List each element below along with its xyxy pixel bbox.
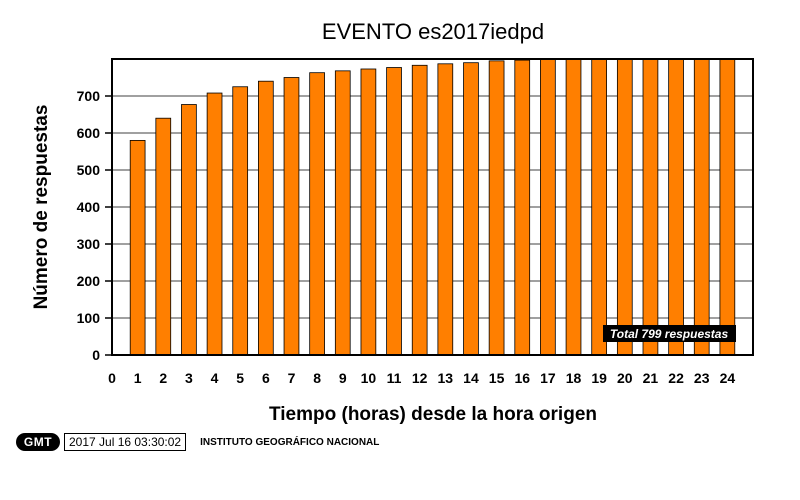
x-tick-label: 0 [108,370,116,386]
bar [719,58,736,356]
x-tick-label: 15 [489,370,505,386]
x-tick-label: 3 [185,370,193,386]
bar [411,64,428,356]
bar [616,58,633,356]
bar [309,72,325,356]
bar [283,77,300,356]
x-tick-label: 7 [288,370,296,386]
bar [488,60,505,356]
institute-name: INSTITUTO GEOGRÁFICO NACIONAL [200,436,380,448]
y-tick-label: 600 [77,125,101,141]
bar [206,92,223,356]
x-tick-label: 4 [211,370,219,386]
x-axis-label: Tiempo (horas) desde la hora origen [269,404,597,425]
x-tick-label: 9 [339,370,347,386]
x-tick-label: 21 [643,370,659,386]
annotation-box [603,325,736,342]
y-tick-label: 300 [77,236,101,252]
bar [591,58,607,356]
y-tick-label: 200 [77,273,101,289]
bar [514,59,531,356]
x-tick-label: 16 [514,370,530,386]
x-tick-label: 8 [313,370,321,386]
x-tick-label: 14 [463,370,479,386]
x-tick-label: 12 [412,370,428,386]
x-tick-label: 19 [591,370,607,386]
footer: GMT 2017 Jul 16 03:30:02 INSTITUTO GEOGR… [16,432,379,452]
bar [181,104,197,356]
bar [232,86,249,356]
annotation-text: Total 799 respuestas [610,327,729,341]
y-tick-label: 400 [77,199,101,215]
x-axis-ticks: 0 1 2 3 4 5 6 7 8 9 10 11 12 13 14 15 16 17 18 19 20 21 22 23 24 [108,370,735,386]
bar [129,139,146,356]
bar [668,58,684,356]
bar [642,58,659,356]
gmt-logo: GMT [16,433,60,451]
x-tick-label: 1 [134,370,142,386]
bar [155,117,172,356]
x-tick-label: 5 [236,370,244,386]
y-axis-ticks: 0 100 200 300 400 500 600 700 [77,88,112,363]
bar [334,70,351,356]
y-tick-label: 500 [77,162,101,178]
bar [693,58,710,356]
x-tick-label: 22 [668,370,684,386]
x-tick-label: 18 [566,370,582,386]
y-tick-label: 100 [77,310,101,326]
x-tick-label: 11 [387,370,402,386]
x-tick-label: 20 [617,370,633,386]
bar [463,62,479,356]
x-tick-label: 13 [438,370,454,386]
timestamp: 2017 Jul 16 03:30:02 [64,433,187,451]
x-tick-label: 10 [361,370,377,386]
y-axis-label: Número de respuestas [31,105,52,310]
bar-chart: EVENTO es2017iedpd 010020030040050060070… [31,19,754,425]
bar [360,68,377,356]
x-tick-label: 23 [694,370,710,386]
y-tick-label: 700 [77,88,101,104]
bar [258,80,274,356]
bar [386,67,402,356]
chart-title: EVENTO es2017iedpd [322,19,544,44]
bars [129,58,736,356]
bar [565,58,582,356]
bar [437,63,454,356]
x-tick-label: 6 [262,370,270,386]
x-tick-label: 17 [540,370,556,386]
x-tick-label: 24 [720,370,736,386]
y-tick-label: 0 [92,347,100,363]
x-tick-label: 2 [159,370,167,386]
bar [540,58,556,356]
total-annotation: Total 799 respuestas [603,325,736,342]
